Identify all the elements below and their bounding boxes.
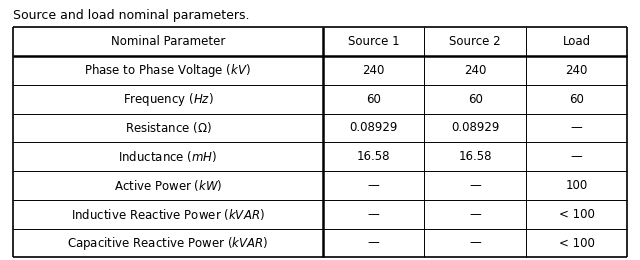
Text: 100: 100 [565, 179, 588, 192]
Text: Active Power ($kW$): Active Power ($kW$) [114, 178, 222, 193]
Text: 240: 240 [363, 64, 385, 77]
Text: Source 1: Source 1 [348, 35, 399, 48]
Text: 60: 60 [366, 93, 381, 106]
Text: Inductive Reactive Power ($kVAR$): Inductive Reactive Power ($kVAR$) [71, 207, 265, 222]
Text: —: — [571, 150, 582, 163]
Text: Frequency ($Hz$): Frequency ($Hz$) [123, 91, 213, 108]
Text: —: — [368, 208, 380, 221]
Text: < 100: < 100 [559, 237, 595, 250]
Text: 60: 60 [569, 93, 584, 106]
Text: —: — [469, 237, 481, 250]
Text: < 100: < 100 [559, 208, 595, 221]
Text: —: — [368, 237, 380, 250]
Text: —: — [368, 179, 380, 192]
Text: Inductance ($mH$): Inductance ($mH$) [118, 149, 218, 164]
Text: —: — [469, 179, 481, 192]
Text: 16.58: 16.58 [357, 150, 390, 163]
Text: 240: 240 [565, 64, 588, 77]
Text: 0.08929: 0.08929 [349, 121, 398, 134]
Text: Resistance ($\Omega$): Resistance ($\Omega$) [125, 120, 211, 135]
Text: 60: 60 [468, 93, 483, 106]
Text: Phase to Phase Voltage ($kV$): Phase to Phase Voltage ($kV$) [84, 62, 252, 79]
Text: Source and load nominal parameters.: Source and load nominal parameters. [13, 9, 250, 22]
Text: Nominal Parameter: Nominal Parameter [111, 35, 225, 48]
Text: Source 2: Source 2 [449, 35, 501, 48]
Text: Capacitive Reactive Power ($kVAR$): Capacitive Reactive Power ($kVAR$) [67, 235, 269, 251]
Text: —: — [571, 121, 582, 134]
Text: 0.08929: 0.08929 [451, 121, 499, 134]
Text: 16.58: 16.58 [458, 150, 492, 163]
Text: —: — [469, 208, 481, 221]
Text: 240: 240 [464, 64, 486, 77]
Text: Load: Load [563, 35, 591, 48]
